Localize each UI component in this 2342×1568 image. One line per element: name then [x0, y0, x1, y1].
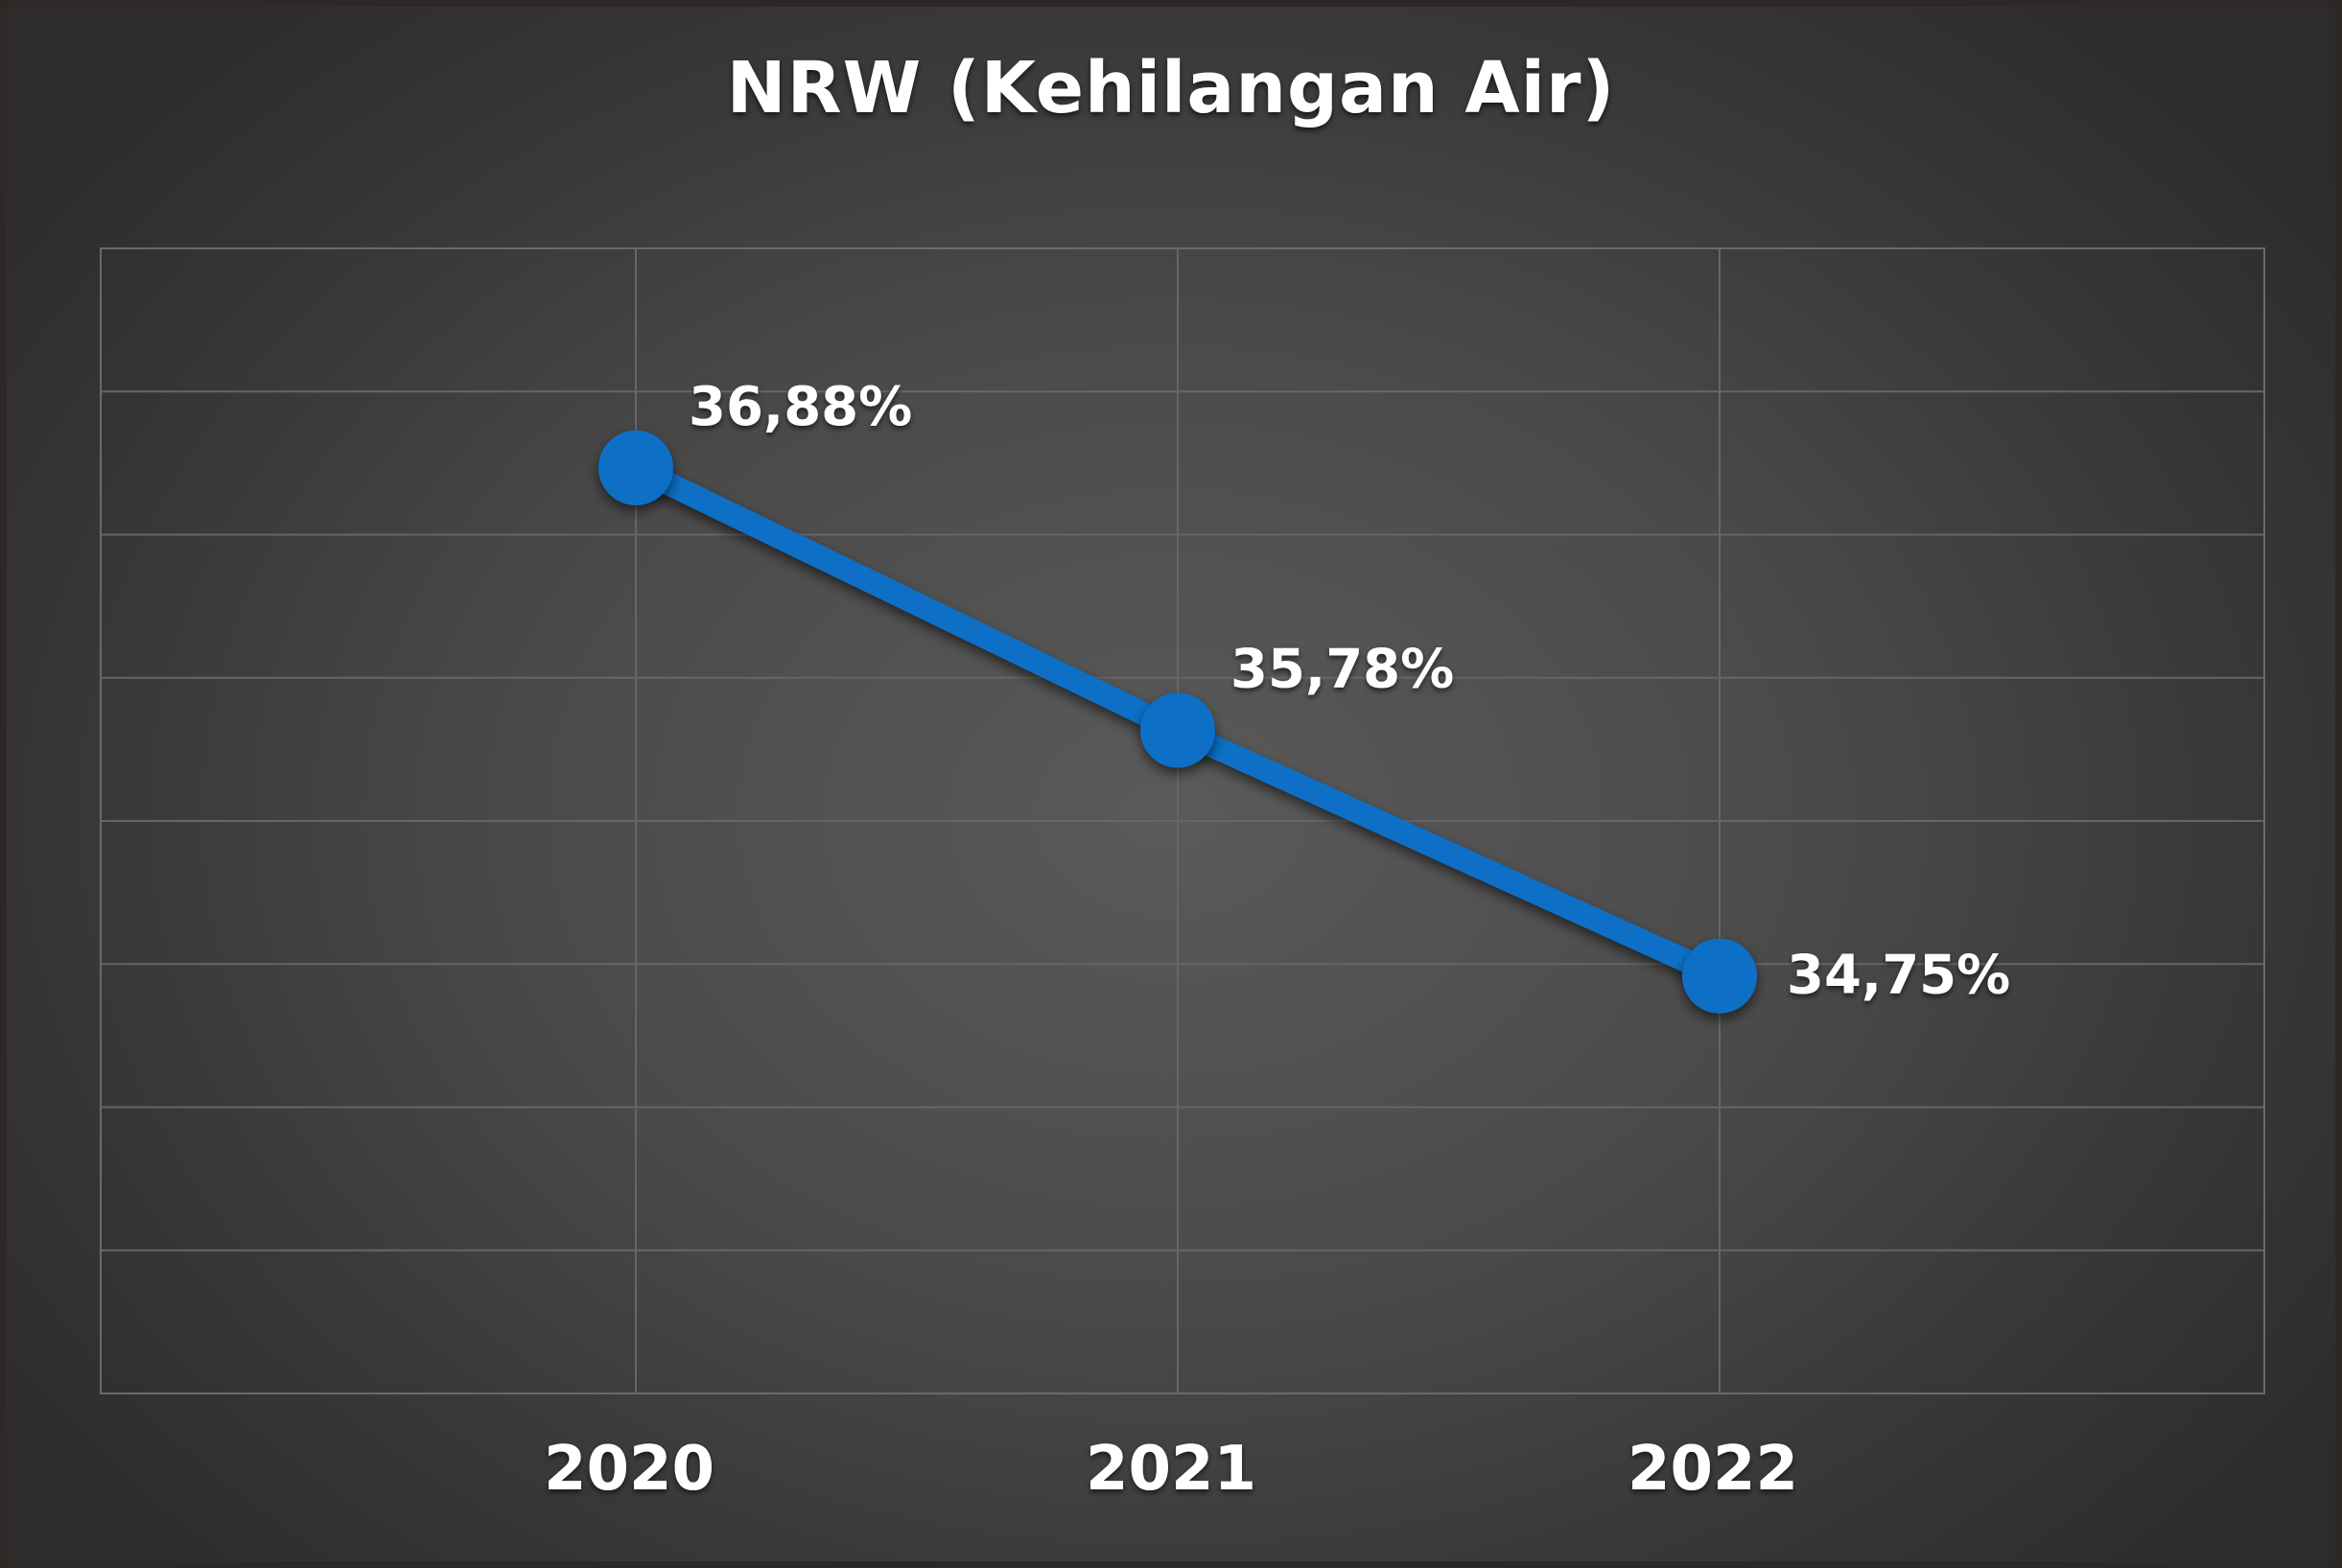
- x-tick-label: 2022: [1628, 1434, 1798, 1505]
- data-label-2021: 35,78%: [1230, 638, 1454, 700]
- x-tick-label: 2021: [1086, 1434, 1256, 1505]
- line-chart: 36,88% 35,78% 34,75% 2020 2021 2022: [100, 247, 2265, 1505]
- data-point-2020: [598, 430, 673, 505]
- plot-grid: [100, 247, 2265, 1394]
- chart-title: NRW (Kehilangan Air): [726, 47, 1616, 129]
- series-layer: [598, 430, 1757, 1014]
- data-label-2022: 34,75%: [1787, 945, 2010, 1007]
- data-point-2022: [1682, 938, 1757, 1014]
- data-label-2020: 36,88%: [689, 376, 912, 438]
- data-point-2021: [1140, 692, 1215, 768]
- labels-layer: 36,88% 35,78% 34,75% 2020 2021 2022: [544, 376, 2010, 1505]
- x-tick-label: 2020: [544, 1434, 714, 1505]
